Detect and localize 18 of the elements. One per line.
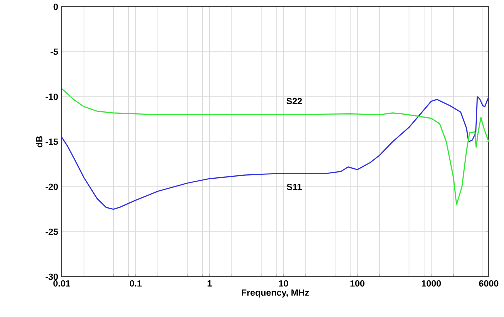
x-tick-label: 0.1 (130, 280, 142, 287)
x-tick-label: 0.01 (54, 280, 70, 287)
x-axis-title: Frequency, MHz (242, 290, 310, 298)
y-tick-label: -20 (46, 184, 58, 190)
y-tick-label: -10 (46, 94, 58, 100)
series-label: S22 (286, 98, 302, 105)
x-tick-label: 1 (208, 280, 212, 287)
series-label: S11 (287, 184, 302, 190)
x-tick-label: 100 (350, 280, 365, 287)
y-tick-label: -25 (46, 228, 58, 236)
y-tick-label: -30 (46, 274, 58, 280)
y-tick-label: -5 (50, 48, 58, 56)
y-axis-title: dB (36, 136, 43, 148)
x-tick-label: 1000 (422, 280, 442, 287)
y-tick-label: 0 (54, 4, 58, 10)
x-tick-label: 6000 (479, 280, 499, 287)
x-tick-label: 10 (279, 280, 288, 287)
y-tick-label: -15 (46, 138, 58, 146)
